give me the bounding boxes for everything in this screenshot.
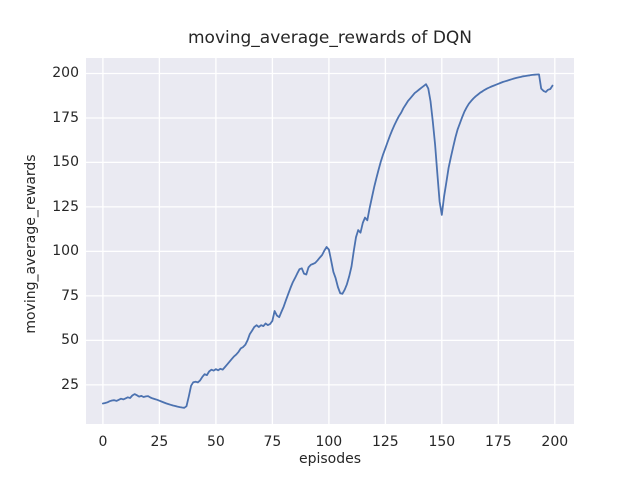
x-tick-label: 175 — [484, 434, 512, 450]
y-tick-label: 25 — [61, 376, 79, 393]
x-tick-label: 150 — [428, 434, 456, 450]
plot-area — [86, 58, 574, 424]
y-tick-label: 175 — [52, 109, 79, 126]
y-tick-label: 100 — [52, 243, 79, 260]
y-tick-label: 125 — [52, 198, 79, 215]
x-axis-label: episodes — [298, 451, 362, 467]
reward-line — [101, 73, 554, 409]
chart-title: moving_average_rewards of DQN — [187, 28, 473, 48]
x-tick-label: 0 — [98, 434, 108, 450]
x-tick-label: 75 — [263, 434, 282, 450]
y-tick-label: 150 — [52, 154, 79, 171]
x-tick-label: 200 — [541, 434, 569, 450]
y-tick-label: 200 — [52, 65, 79, 82]
x-tick-label: 100 — [315, 434, 343, 450]
x-tick-label: 25 — [150, 434, 169, 450]
line-plot-svg — [86, 58, 574, 424]
y-tick-label: 75 — [61, 287, 79, 304]
y-tick-label: 50 — [61, 332, 79, 349]
x-tick-label: 125 — [371, 434, 399, 450]
x-tick-label: 50 — [206, 434, 225, 450]
